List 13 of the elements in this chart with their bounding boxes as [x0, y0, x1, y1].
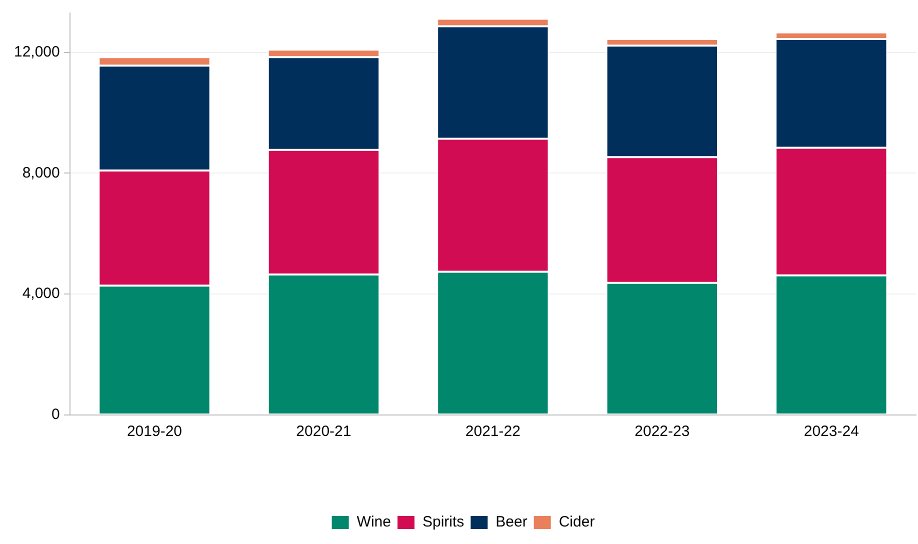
- x-tick-label: 2021-22: [465, 423, 520, 440]
- legend-label: Spirits: [422, 514, 464, 531]
- legend-label: Cider: [558, 514, 595, 531]
- legend-label: Wine: [356, 514, 391, 531]
- y-tick-label: 4,000: [22, 285, 60, 302]
- y-tick-label: 8,000: [22, 164, 60, 182]
- x-tick-label: 2023-24: [804, 423, 859, 440]
- x-tick-label: 2022-23: [634, 423, 690, 440]
- legend-label: Beer: [496, 514, 528, 531]
- x-tick-label: 2019-20: [126, 423, 182, 440]
- x-tick-label: 2020-21: [296, 423, 352, 440]
- y-tick-label: 0: [52, 406, 60, 424]
- y-tick-label: 12,000: [14, 43, 60, 60]
